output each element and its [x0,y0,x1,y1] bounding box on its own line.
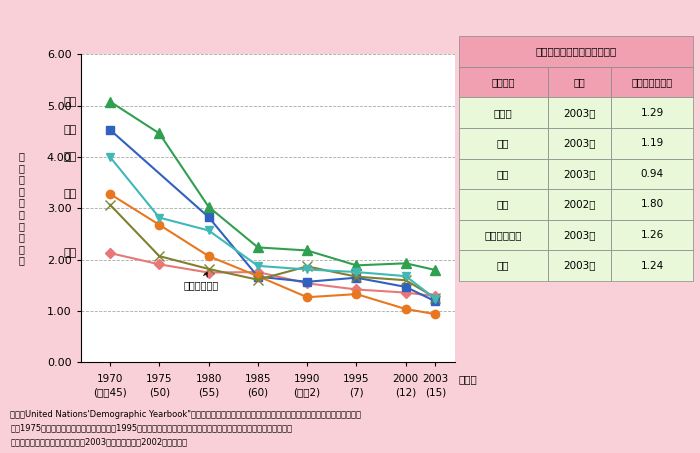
Bar [458,36,693,67]
Text: タイ: タイ [64,96,77,106]
Text: 合計特殊出生率（最新年次）: 合計特殊出生率（最新年次） [535,47,617,57]
Text: 香港: 香港 [64,189,77,199]
Bar [547,250,611,281]
Bar [547,97,611,128]
Text: タイ: タイ [497,199,510,209]
Text: 2003年: 2003年 [563,230,596,240]
Text: 1980: 1980 [195,374,222,384]
Text: (12): (12) [395,387,416,397]
Bar [611,97,693,128]
Bar [611,159,693,189]
Text: の1975年以降は香港統計局資料、タイの1995年以降はタイ王国統計局資料。シンガポールはシンガポール統計局資: の1975年以降は香港統計局資料、タイの1995年以降はタイ王国統計局資料。シン… [10,424,293,433]
Bar [458,128,547,159]
Text: 1985: 1985 [244,374,271,384]
Text: 2000: 2000 [393,374,419,384]
Text: 料、台湾は内政部資料。タイの2003年については、2002年のデータ: 料、台湾は内政部資料。タイの2003年については、2002年のデータ [10,437,188,446]
Bar [547,159,611,189]
Text: シンガポール: シンガポール [484,230,522,240]
Text: (15): (15) [425,387,446,397]
Bar [547,67,611,97]
Bar [611,189,693,220]
Text: 1970: 1970 [97,374,123,384]
Text: (昭和45): (昭和45) [93,387,127,397]
Bar [458,189,547,220]
Text: (60): (60) [247,387,269,397]
Bar [458,250,547,281]
Text: 合
計
特
殊
出
生
率
（
倍
）: 合 計 特 殊 出 生 率 （ 倍 ） [18,151,24,265]
Text: 2003年: 2003年 [563,260,596,270]
Bar [547,128,611,159]
Text: (平成2): (平成2) [293,387,321,397]
Text: (50): (50) [149,387,170,397]
Text: 1.24: 1.24 [640,260,664,270]
Text: 2002年: 2002年 [563,199,596,209]
Text: 1995: 1995 [343,374,370,384]
Text: 0.94: 0.94 [640,169,664,179]
Text: 1.26: 1.26 [640,230,664,240]
Text: 1.19: 1.19 [640,138,664,148]
Text: (55): (55) [198,387,219,397]
Text: 2003年: 2003年 [563,169,596,179]
Bar [458,159,547,189]
Text: 日本: 日本 [64,248,77,258]
Text: 2003: 2003 [422,374,449,384]
Bar [547,189,611,220]
Text: 1975: 1975 [146,374,173,384]
Text: 1990: 1990 [294,374,321,384]
Text: 1.80: 1.80 [640,199,664,209]
Text: 国・地域: 国・地域 [491,77,514,87]
Text: 韓国: 韓国 [64,125,77,135]
Text: 年次: 年次 [573,77,585,87]
Bar [458,220,547,250]
Text: (7): (7) [349,387,364,397]
Text: 香港: 香港 [497,169,510,179]
Text: （年）: （年） [458,374,477,384]
Bar [611,250,693,281]
Text: 資料：United Nations'Demographic Yearbook"ただし、日本は厚生労働省「人口動態統計」、韓国は韓国統計庁資料。香港: 資料：United Nations'Demographic Yearbook"た… [10,410,361,419]
Bar [458,97,547,128]
Text: 韓国: 韓国 [497,138,510,148]
Text: 2003年: 2003年 [563,108,596,118]
Text: 合計特殊出生率: 合計特殊出生率 [631,77,673,87]
Bar [458,67,547,97]
Text: シンガポール: シンガポール [184,273,219,290]
Text: 台湾: 台湾 [64,152,77,162]
Text: 2003年: 2003年 [563,138,596,148]
Text: 台湾: 台湾 [497,260,510,270]
Bar [547,220,611,250]
Bar [611,67,693,97]
Text: 1.29: 1.29 [640,108,664,118]
Bar [611,220,693,250]
Bar [611,128,693,159]
Text: 日　本: 日 本 [494,108,512,118]
